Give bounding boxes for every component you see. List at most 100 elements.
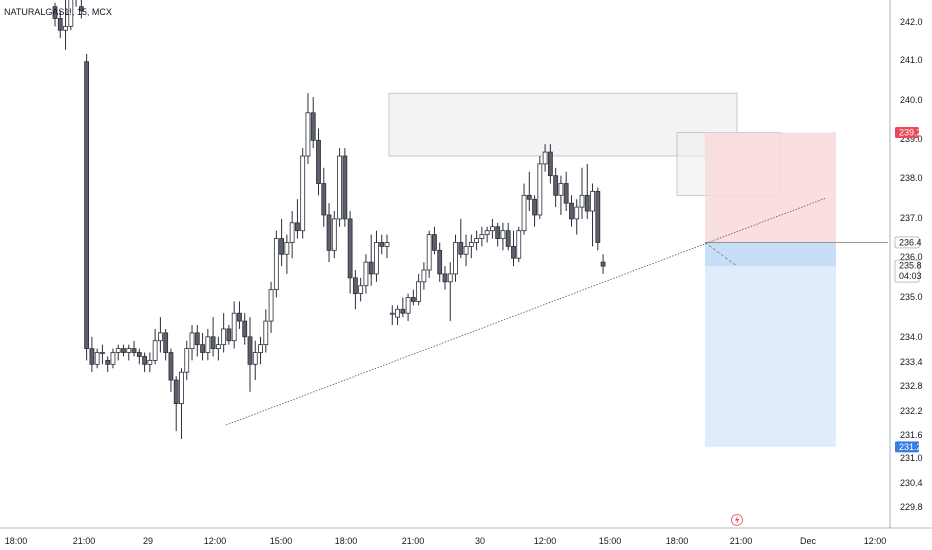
candle-body [205, 336, 211, 353]
candle-body [126, 348, 132, 353]
time-tick-label: 15:00 [270, 536, 293, 546]
candle-body [458, 242, 464, 255]
candle-body [374, 242, 379, 275]
candle-body [94, 352, 100, 365]
candle-body [52, 6, 58, 19]
candle-body [157, 332, 163, 342]
candle-body [337, 155, 342, 220]
candle-body [384, 242, 390, 247]
candle-body [110, 352, 116, 365]
candle-body [516, 230, 522, 259]
candle-body [521, 194, 527, 232]
candle-body [231, 312, 237, 342]
candle-body [579, 194, 585, 208]
candle-body [537, 163, 543, 216]
time-tick-label: 15:00 [599, 536, 622, 546]
candle-body [194, 332, 200, 346]
candle-body [453, 242, 458, 275]
price-badge-label: 239.2 [899, 127, 922, 137]
price-tick-label: 231.0 [900, 453, 923, 463]
candle-body [179, 371, 184, 405]
candle-body [200, 344, 205, 353]
time-tick-label: 30 [475, 536, 485, 546]
candle-body [547, 151, 553, 177]
candle-body [468, 242, 474, 247]
candle-body [237, 312, 242, 322]
candle-body [115, 348, 121, 353]
candle-body [526, 194, 532, 200]
candle-body [389, 312, 395, 315]
price-badge-stop [895, 126, 919, 138]
price-tick-label: 238.0 [900, 173, 923, 183]
candle-body [268, 289, 274, 322]
time-tick-label: 21:00 [730, 536, 753, 546]
candle-body [511, 246, 516, 259]
candle-body [326, 214, 332, 251]
candle-body [105, 359, 111, 365]
price-badge-label: 231.2 [899, 442, 922, 452]
candle-body [295, 222, 300, 232]
price-tick-label: 232.2 [900, 406, 923, 416]
countdown-label: 04:03 [899, 271, 922, 281]
candle-body [142, 356, 147, 365]
lightning-glyph [735, 515, 740, 525]
candle-body [347, 218, 353, 279]
candle-body [263, 320, 269, 346]
candle-body [210, 336, 216, 349]
candle-body [590, 190, 595, 212]
candle-body [168, 352, 174, 381]
candle-body [505, 230, 511, 247]
time-tick-label: 21:00 [402, 536, 425, 546]
price-tick-label: 230.4 [900, 478, 923, 488]
candle-body [447, 273, 453, 283]
take-profit-zone[interactable] [705, 242, 836, 447]
price-tick-label: 236.0 [900, 252, 923, 262]
candle-body [273, 238, 279, 291]
candle-body [100, 352, 105, 354]
candle-body [242, 320, 248, 338]
candle-body [121, 348, 126, 353]
price-tick-label: 239.0 [900, 134, 923, 144]
open-profit-band [705, 242, 836, 267]
stop-loss-zone[interactable] [705, 132, 836, 243]
candle-body [316, 139, 321, 184]
candle-body [57, 18, 63, 31]
price-tick-label: 234.0 [900, 332, 923, 342]
symbol-title[interactable]: NATURALGAS1!, 15, MCX [4, 7, 112, 17]
candle-body [584, 194, 590, 212]
candle-body [152, 340, 158, 361]
candle-body [331, 218, 337, 251]
candle-body [410, 297, 416, 302]
candle-body [189, 332, 195, 349]
candle-body [63, 25, 68, 31]
candle-body [532, 198, 537, 216]
candle-body [400, 308, 406, 314]
price-badge-target [895, 441, 919, 453]
candle-body [78, 6, 84, 12]
candle-body [416, 281, 422, 302]
candle-body [358, 285, 364, 294]
price-tick-label: 232.8 [900, 381, 923, 391]
candle-body [437, 249, 443, 275]
candle-body [131, 348, 137, 353]
price-badge-label: 236.4 [899, 237, 922, 247]
candle-body [258, 344, 263, 353]
candle-body [284, 242, 290, 255]
entry-to-last-dashed-line [704, 242, 738, 267]
candle-body [500, 230, 506, 239]
candle-body [479, 234, 485, 239]
position-tool-zones[interactable] [388, 92, 888, 447]
price-tick-label: 237.0 [900, 213, 923, 223]
candle-body [442, 273, 448, 283]
time-tick-label: 29 [143, 536, 153, 546]
candle-body [595, 190, 601, 243]
candle-body [463, 246, 469, 255]
candle-body [405, 297, 411, 314]
candle-body [84, 61, 90, 349]
candle-body [569, 202, 574, 220]
ascending-trendline[interactable] [225, 197, 827, 426]
trendlines[interactable] [225, 197, 827, 426]
candle-body [474, 238, 480, 243]
